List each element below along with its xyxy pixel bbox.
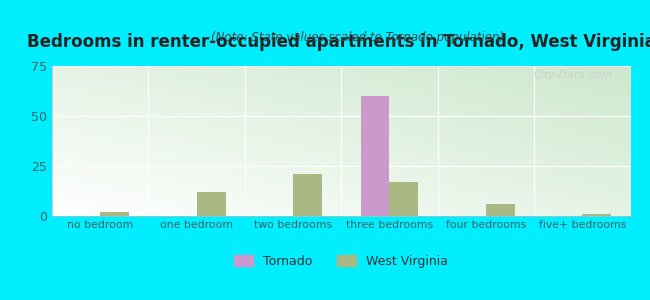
Text: (Note: State values scaled to Tornado population): (Note: State values scaled to Tornado po… [211,32,504,44]
Bar [361,96,389,216]
Bar [389,182,419,216]
Title: Bedrooms in renter-occupied apartments in Tornado, West Virginia: Bedrooms in renter-occupied apartments i… [27,33,650,51]
Bar [582,214,611,216]
Bar [196,192,226,216]
Bar [100,212,129,216]
Text: City-Data.com: City-Data.com [534,70,613,80]
Bar [293,174,322,216]
Bar [486,204,515,216]
Legend: Tornado, West Virginia: Tornado, West Virginia [229,250,453,273]
